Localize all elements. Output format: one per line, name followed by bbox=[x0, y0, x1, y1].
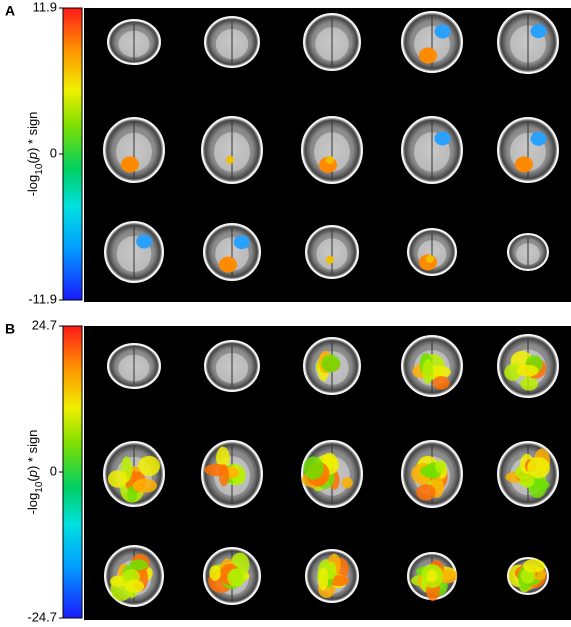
tick-label: 24.7 bbox=[32, 317, 57, 332]
axis-label-part: 10 bbox=[34, 163, 45, 175]
activation bbox=[227, 568, 246, 587]
brain-slice bbox=[497, 441, 559, 507]
brain-slice bbox=[201, 116, 263, 184]
deactivation bbox=[233, 235, 250, 250]
activation bbox=[226, 155, 234, 164]
activation bbox=[107, 470, 128, 488]
activation bbox=[422, 359, 434, 384]
deactivation bbox=[434, 131, 451, 146]
brain-slice bbox=[203, 223, 261, 281]
activation bbox=[129, 559, 148, 571]
activation bbox=[326, 255, 334, 264]
activation bbox=[341, 477, 353, 489]
activation bbox=[321, 354, 341, 373]
activation bbox=[124, 579, 145, 593]
axis-label: -log10(p) * sign bbox=[25, 430, 45, 515]
tick-label: 11.9 bbox=[33, 0, 57, 14]
brain-slice bbox=[104, 545, 164, 607]
activation bbox=[515, 156, 533, 173]
deactivation bbox=[434, 24, 451, 39]
axis-label-part: ( bbox=[25, 159, 40, 164]
brain-slice bbox=[401, 11, 463, 73]
axis-label-part: p bbox=[25, 470, 40, 478]
activation bbox=[219, 256, 237, 273]
activation bbox=[303, 456, 324, 480]
activation bbox=[325, 561, 337, 580]
axis-label-part: ( bbox=[25, 477, 40, 482]
deactivation bbox=[530, 131, 547, 146]
activation bbox=[138, 455, 160, 477]
brain-slice bbox=[401, 116, 463, 184]
activation bbox=[132, 478, 158, 493]
activation bbox=[519, 474, 535, 488]
brain-slice bbox=[303, 13, 361, 71]
brain-slice bbox=[201, 440, 263, 508]
deactivation bbox=[136, 234, 153, 249]
activation bbox=[522, 559, 546, 573]
activation bbox=[419, 47, 437, 64]
activation bbox=[326, 155, 334, 164]
tick-label: -24.7 bbox=[27, 609, 57, 624]
panel: A -11.9 0 11.9 -log10(p) * sign bbox=[5, 0, 571, 306]
brain-slice bbox=[204, 16, 260, 68]
activation bbox=[218, 464, 230, 487]
brain-slice bbox=[107, 19, 161, 65]
axis-label-part: ) * sign bbox=[25, 112, 40, 152]
activation bbox=[520, 376, 539, 391]
brain-slice bbox=[401, 335, 463, 397]
activation bbox=[209, 565, 221, 581]
activation bbox=[504, 363, 522, 381]
activation bbox=[127, 485, 138, 502]
brain-slice bbox=[497, 334, 559, 398]
activation bbox=[416, 484, 436, 501]
brain-slice bbox=[303, 337, 361, 395]
colorbar bbox=[62, 7, 83, 301]
activation bbox=[432, 375, 450, 390]
axis-label-part: 10 bbox=[34, 481, 45, 493]
brain-slice bbox=[401, 440, 463, 508]
brain-slice bbox=[204, 340, 260, 392]
activation bbox=[426, 254, 434, 263]
axis-label-part: -log bbox=[25, 175, 40, 197]
brain-slice bbox=[507, 233, 549, 271]
brain-slice bbox=[301, 116, 363, 184]
brain-slice bbox=[103, 117, 165, 183]
brain-slice bbox=[507, 557, 549, 595]
tick-label: 0 bbox=[50, 145, 57, 160]
activation bbox=[527, 457, 550, 479]
brain-slice bbox=[407, 228, 457, 276]
colorbar bbox=[62, 325, 83, 619]
activation bbox=[121, 156, 139, 173]
activation bbox=[318, 567, 329, 591]
brain-slice bbox=[305, 225, 359, 279]
brain-slice bbox=[104, 221, 164, 283]
deactivation bbox=[530, 24, 547, 39]
brain-slice bbox=[497, 117, 559, 183]
activation bbox=[435, 460, 447, 473]
activation bbox=[516, 364, 539, 377]
axis-label: -log10(p) * sign bbox=[25, 112, 45, 197]
panel-letter: A bbox=[5, 3, 15, 19]
brain-slice bbox=[103, 441, 165, 507]
axis-label-part: ) * sign bbox=[25, 430, 40, 470]
brain-slice bbox=[301, 440, 363, 508]
brain-slice bbox=[203, 547, 261, 605]
panel-letter: B bbox=[5, 321, 15, 337]
brain-slice bbox=[497, 10, 559, 74]
brain-slice bbox=[107, 343, 161, 389]
panel: B -24.7 0 24.7 -log10(p) * sign bbox=[5, 317, 571, 624]
tick-label: -11.9 bbox=[28, 291, 57, 306]
brain-slice bbox=[305, 549, 359, 603]
activation bbox=[426, 569, 438, 583]
axis-label-part: p bbox=[25, 152, 40, 160]
tick-label: 0 bbox=[50, 463, 57, 478]
brain-slice bbox=[407, 552, 458, 601]
axis-label-part: -log bbox=[25, 493, 40, 515]
